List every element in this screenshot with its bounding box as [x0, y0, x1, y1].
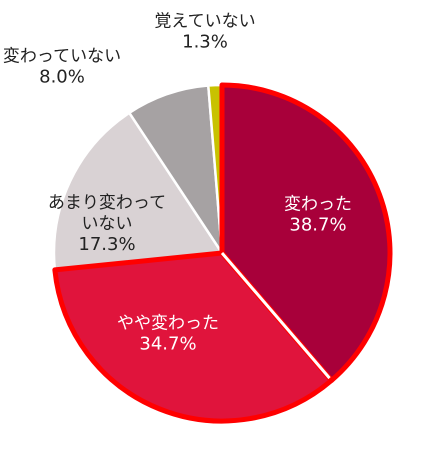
highlight-outline-changed [219, 82, 393, 383]
slice-separator-line [220, 252, 331, 380]
slice-value-somewhat-changed: 34.7% [139, 333, 196, 354]
slice-value-dont-remember: 1.3% [182, 32, 228, 53]
slice-label-dont-remember: 覚えていない [154, 11, 255, 31]
slice-value-not-changed: 8.0% [39, 67, 85, 88]
slice-value-not-much-changed: 17.3% [78, 234, 135, 255]
slice-label-not-changed: 変わっていない [3, 47, 121, 67]
highlight-outline-somewhat-changed [52, 250, 335, 424]
highlight-outline [52, 82, 393, 424]
slice-label-not-much-changed: いない [82, 214, 133, 234]
slice-label-somewhat-changed: やや変わった [117, 313, 219, 333]
pie-slices [52, 83, 392, 423]
slice-label-changed: 変わった [284, 194, 352, 214]
slice-label-not-much-changed: あまり変わって [48, 193, 166, 213]
pie-slice-not-much-changed [52, 111, 224, 272]
slice-value-changed: 38.7% [289, 214, 346, 235]
